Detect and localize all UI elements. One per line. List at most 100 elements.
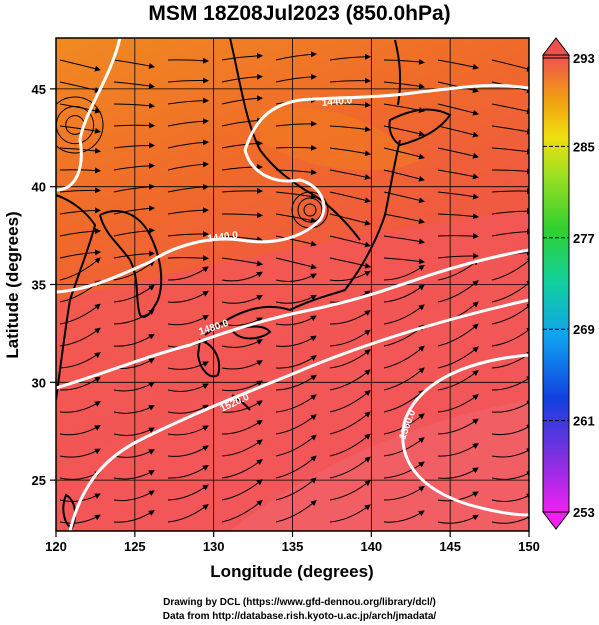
sakhalin-coast [394, 39, 402, 106]
streamline [59, 303, 101, 325]
streamline [437, 233, 479, 240]
streamline [275, 191, 317, 200]
streamline [329, 349, 371, 369]
streamline [275, 169, 317, 176]
streamline [113, 427, 155, 436]
streamline [113, 102, 155, 109]
streamline [437, 346, 479, 369]
streamline [329, 270, 371, 282]
streamline [113, 260, 155, 281]
streamline [275, 455, 317, 479]
streamline [167, 97, 209, 105]
streamline [221, 400, 263, 413]
streamline [437, 280, 479, 303]
streamline [167, 425, 209, 436]
streamline [59, 249, 101, 259]
streamline [329, 310, 371, 325]
streamline [437, 418, 479, 435]
colorbar-body [542, 54, 570, 513]
streamline [221, 140, 263, 149]
contour-1520 [68, 298, 529, 531]
streamline [113, 490, 155, 502]
streamline [329, 480, 371, 501]
streamline [437, 369, 479, 391]
streamline [383, 213, 425, 225]
hokkaido-coast [388, 108, 452, 147]
streamline [59, 81, 101, 93]
streamline [221, 163, 263, 171]
streamline [275, 355, 317, 369]
streamline [113, 183, 155, 193]
streamline-vortex [56, 96, 104, 154]
streamline [59, 207, 101, 215]
colorbar-bottom-arrow [541, 511, 571, 530]
streamline [59, 125, 101, 134]
streamline [221, 339, 263, 348]
streamline [167, 314, 209, 326]
streamline [221, 95, 263, 105]
streamline [221, 271, 263, 282]
streamline [383, 304, 425, 325]
streamline [167, 266, 209, 281]
streamline [437, 394, 479, 413]
streamline [113, 449, 155, 458]
streamline [329, 504, 371, 523]
streamline [167, 230, 209, 237]
streamline [221, 419, 263, 435]
contour-label-1440-a: 1440.0 [321, 95, 353, 109]
streamline [167, 361, 209, 370]
streamline [383, 147, 425, 160]
streamline [113, 333, 155, 347]
streamline [275, 294, 317, 304]
streamline [221, 294, 263, 304]
streamline [59, 103, 101, 114]
x-tick-label: 125 [124, 539, 146, 554]
streamline [113, 205, 155, 215]
streamline [437, 59, 479, 70]
x-tick-label: 120 [45, 539, 67, 554]
streamline [113, 122, 155, 129]
streamline [437, 443, 479, 457]
y-tick-label: 40 [32, 180, 46, 195]
y-tick-label: 45 [32, 82, 46, 97]
streamline [167, 465, 209, 479]
x-tick-label: 130 [203, 539, 225, 554]
streamline [383, 58, 425, 65]
streamline [167, 383, 209, 392]
streamline [383, 345, 425, 369]
streamline [437, 213, 479, 220]
streamline [329, 411, 371, 435]
streamline [275, 144, 317, 151]
streamline [221, 380, 263, 392]
footer-credit-data: Data from http://database.rish.kyoto-u.a… [162, 611, 437, 622]
streamline [437, 125, 479, 138]
streamline [329, 389, 371, 413]
streamline [437, 467, 479, 479]
colorbar-label: 261 [573, 414, 595, 429]
streamline [437, 169, 479, 180]
streamline [275, 434, 317, 457]
streamline [221, 235, 263, 243]
streamline [221, 317, 263, 326]
streamline [167, 183, 209, 193]
streamline [275, 213, 317, 224]
streamline [329, 369, 371, 391]
x-axis-label: Longitude (degrees) [210, 562, 373, 581]
streamline [167, 445, 209, 457]
streamline [275, 499, 317, 523]
streamline [383, 264, 425, 281]
streamline [383, 191, 425, 204]
y-tick-label: 30 [32, 375, 46, 390]
streamline [275, 235, 317, 247]
streamline [113, 227, 155, 237]
contour-1440-north [56, 38, 529, 294]
streamline [329, 77, 371, 84]
streamline-vortex [297, 197, 323, 223]
streamline [59, 352, 101, 369]
streamline [167, 504, 209, 523]
streamline [383, 103, 425, 114]
contour-1480 [56, 248, 529, 390]
streamline [383, 510, 425, 523]
streamline [167, 139, 209, 149]
